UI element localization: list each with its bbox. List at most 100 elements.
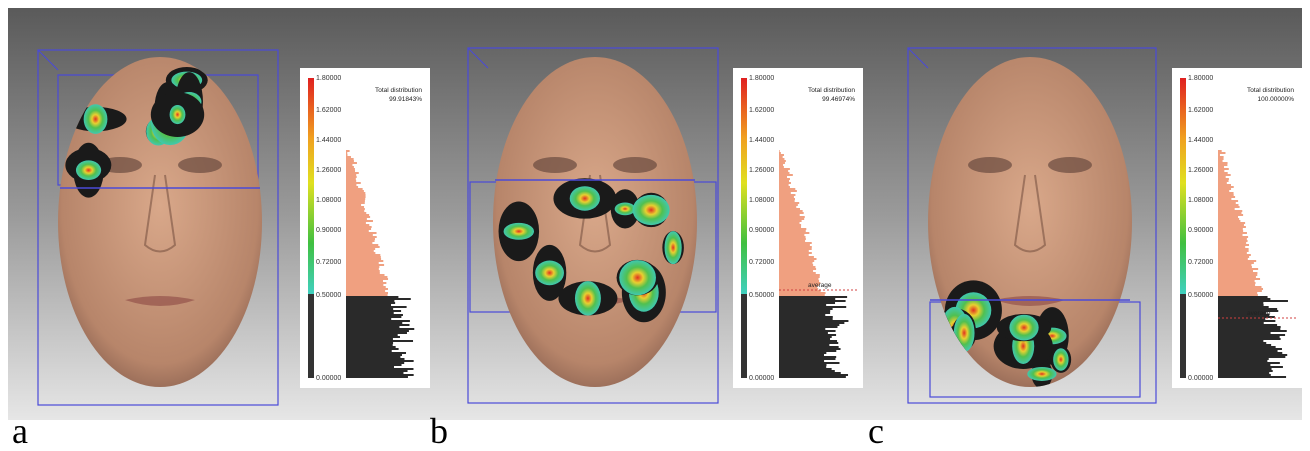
- histogram-bar: [1218, 332, 1271, 334]
- histogram-bar: [1218, 252, 1247, 254]
- histogram-bar: [1218, 164, 1227, 166]
- eye: [1048, 157, 1092, 173]
- histogram-bar: [779, 270, 813, 272]
- histogram-bar: [346, 244, 378, 246]
- scale-tick: 1.08000: [316, 197, 341, 204]
- histogram-bar: [346, 216, 370, 218]
- histogram-bar: [779, 300, 846, 302]
- histogram-bar: [1218, 268, 1258, 270]
- histogram-bar: [346, 354, 402, 356]
- histogram-bar: [346, 298, 411, 300]
- histogram-bar: [779, 250, 809, 252]
- deviation-patch: [1027, 367, 1056, 381]
- histogram-bar: [1218, 274, 1257, 276]
- histogram-bar: [346, 224, 369, 226]
- histogram-bar: [779, 276, 820, 278]
- histogram-bar: [346, 198, 365, 200]
- histogram-bar: [779, 224, 801, 226]
- histogram-bar: [346, 206, 364, 208]
- histogram-bar: [1218, 224, 1244, 226]
- histogram-bar: [1218, 244, 1249, 246]
- histogram-bar: [1218, 336, 1280, 338]
- histogram-bar: [346, 290, 385, 292]
- histogram-bar: [346, 164, 352, 166]
- histogram-bar: [346, 274, 385, 276]
- histogram-bar: [779, 166, 784, 168]
- histogram-bar: [346, 186, 358, 188]
- histogram-bar: [1218, 220, 1240, 222]
- scale-tick: 1.44000: [749, 137, 774, 144]
- histogram-bar: [1218, 194, 1234, 196]
- histogram-bar: [346, 226, 372, 228]
- histogram-bar: [346, 184, 356, 186]
- histogram-bar: [1218, 208, 1235, 210]
- histogram-bar: [346, 178, 356, 180]
- eye: [613, 157, 657, 173]
- histogram-bar: [779, 312, 830, 314]
- histogram-bar: [346, 288, 388, 290]
- histogram-bar: [779, 350, 836, 352]
- scale-tick: 1.62000: [1188, 107, 1213, 114]
- scale-tick: 0.00000: [316, 375, 341, 382]
- histogram-bar: [779, 216, 805, 218]
- histogram-bar: [1218, 276, 1256, 278]
- histogram-bar: [346, 246, 380, 248]
- histogram-bar: [346, 210, 364, 212]
- histogram-bar: [1218, 272, 1257, 274]
- histogram-bar: [1218, 292, 1257, 294]
- histogram-bar: [1218, 210, 1242, 212]
- histogram-bar: [346, 254, 380, 256]
- distribution-title: Total distribution: [1247, 87, 1294, 94]
- histogram-bar: [779, 174, 793, 176]
- histogram-bar: [346, 286, 386, 288]
- scale-tick: 1.80000: [316, 75, 341, 82]
- histogram-bar: [346, 340, 413, 342]
- histogram-bar: [346, 362, 404, 364]
- histogram-bar: [779, 220, 802, 222]
- histogram-bar: [779, 376, 846, 378]
- histogram-bar: [346, 208, 365, 210]
- histogram-bar: [779, 200, 795, 202]
- histogram-bar: [779, 278, 819, 280]
- histogram-bar: [1218, 282, 1255, 284]
- average-label: average: [808, 282, 832, 289]
- histogram-bar: [779, 354, 824, 356]
- histogram-bar: [779, 164, 783, 166]
- histogram-bar: [779, 366, 826, 368]
- histogram-bar: [1218, 288, 1263, 290]
- histogram-bar: [346, 242, 372, 244]
- histogram-bar: [779, 170, 788, 172]
- histogram-bar: [779, 184, 789, 186]
- histogram-bar: [1218, 190, 1229, 192]
- histogram-bar: [1218, 246, 1245, 248]
- deviation-patch: [665, 231, 682, 264]
- histogram-bar: [1218, 290, 1262, 292]
- histogram-bar: [779, 168, 790, 170]
- deviation-patch: [1053, 348, 1068, 370]
- histogram-bar: [346, 168, 355, 170]
- scale-tick: 0.72000: [1188, 259, 1213, 266]
- histogram-bar: [346, 316, 401, 318]
- histogram-bar: [346, 320, 410, 322]
- histogram-bar: [779, 338, 830, 340]
- histogram-bar: [346, 352, 406, 354]
- histogram-bar: [779, 238, 806, 240]
- histogram-bar: [1218, 212, 1241, 214]
- histogram-bar: [779, 180, 789, 182]
- histogram-bar: [1218, 348, 1282, 350]
- histogram-bar: [346, 338, 393, 340]
- histogram-bar: [346, 324, 409, 326]
- histogram-bar: [346, 240, 375, 242]
- histogram-bar: [1218, 242, 1246, 244]
- histogram-bar: [346, 262, 379, 264]
- histogram-bar: [1218, 152, 1225, 154]
- histogram-bar: [1218, 162, 1228, 164]
- eye: [533, 157, 577, 173]
- histogram-bar: [779, 190, 797, 192]
- histogram-bar: [779, 348, 841, 350]
- histogram-bar: [1218, 372, 1269, 374]
- histogram-bar: [779, 150, 780, 152]
- histogram-bar: [346, 322, 402, 324]
- histogram-bar: [779, 162, 785, 164]
- histogram-bar: [346, 202, 365, 204]
